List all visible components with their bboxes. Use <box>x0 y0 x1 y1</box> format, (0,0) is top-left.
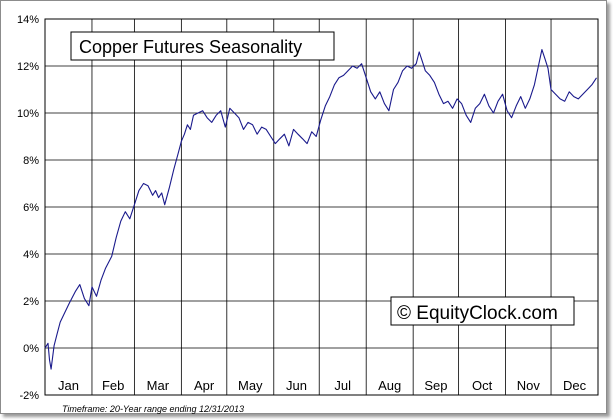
x-tick-label: Apr <box>194 378 215 393</box>
watermark-box-frame <box>390 296 575 326</box>
y-tick-label: 12% <box>17 61 39 73</box>
watermark-text: © EquityClock.com <box>397 303 558 324</box>
series-line <box>44 49 597 370</box>
y-tick-label: 8% <box>23 155 39 167</box>
footnote: Timeframe: 20-Year range ending 12/31/20… <box>62 404 244 414</box>
x-tick-label: Jun <box>286 378 307 393</box>
y-tick-label: 14% <box>17 14 39 26</box>
y-tick-label: 6% <box>23 202 39 214</box>
y-tick-label: 0% <box>23 343 39 355</box>
y-axis-tick-labels: -2% 0% 2% 4% 6% 8% 10% 12% 14% <box>17 14 39 402</box>
x-tick-label: May <box>238 378 263 393</box>
x-tick-label: Nov <box>517 378 541 393</box>
y-tick-label: 2% <box>23 296 39 308</box>
x-tick-label: Jul <box>334 378 351 393</box>
x-tick-label: Dec <box>563 378 587 393</box>
grid <box>44 18 599 396</box>
y-tick-label: 10% <box>17 108 39 120</box>
y-tick-label: -2% <box>19 390 39 402</box>
title-box: Copper Futures Seasonality <box>70 31 335 61</box>
x-axis-tick-labels: Jan Feb Mar Apr May Jun Jul Aug Sep Oct Nov Dec <box>58 378 587 393</box>
x-tick-label: Mar <box>147 378 170 393</box>
watermark-box: © EquityClock.com <box>390 296 575 326</box>
x-tick-label: Aug <box>378 378 401 393</box>
x-tick-label: Feb <box>102 378 124 393</box>
title-box-frame <box>70 31 335 61</box>
x-tick-label: Jan <box>58 378 79 393</box>
x-tick-label: Oct <box>472 378 493 393</box>
chart-title: Copper Futures Seasonality <box>79 37 302 57</box>
x-tick-label: Sep <box>424 378 447 393</box>
y-tick-label: 4% <box>23 249 39 261</box>
